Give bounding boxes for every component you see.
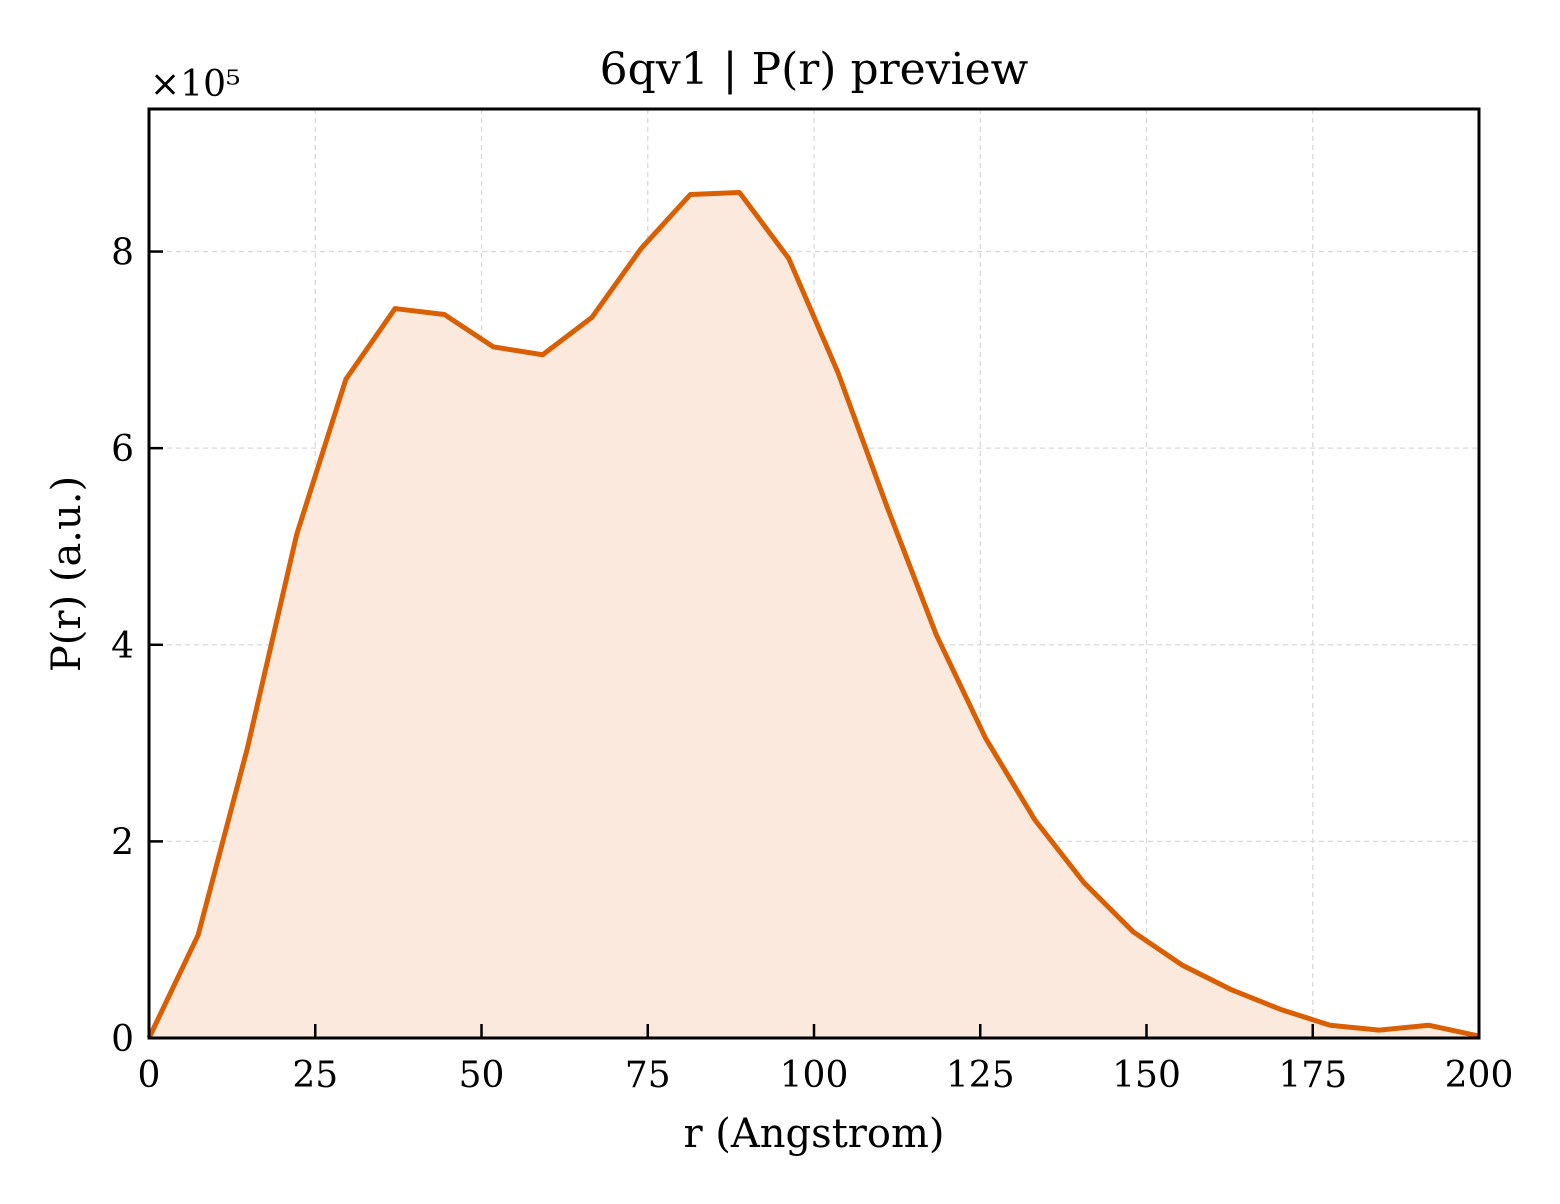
x-tick-label: 50 (459, 1055, 505, 1096)
y-tick-label: 0 (111, 1019, 134, 1060)
x-tick-label: 175 (1278, 1055, 1347, 1096)
y-scale-multiplier: ×10⁵ (150, 64, 240, 105)
y-axis-label: P(r) (a.u.) (44, 476, 90, 672)
x-tick-label: 0 (138, 1055, 161, 1096)
x-tick-label: 100 (780, 1055, 849, 1096)
y-tick-label: 6 (111, 429, 134, 470)
y-tick-label: 4 (111, 626, 134, 667)
y-tick-label: 2 (111, 822, 134, 863)
x-tick-label: 75 (625, 1055, 671, 1096)
x-tick-label: 125 (946, 1055, 1015, 1096)
chart-title: 6qv1 | P(r) preview (600, 44, 1029, 95)
x-tick-label: 200 (1445, 1055, 1514, 1096)
x-tick-label: 150 (1112, 1055, 1181, 1096)
y-tick-label: 8 (111, 233, 134, 274)
y-tick-labels: 0 2 4 6 8 (111, 233, 134, 1060)
x-tick-labels: 0 25 50 75 100 125 150 175 200 (138, 1055, 1514, 1096)
x-axis-label: r (Angstrom) (683, 1111, 944, 1157)
x-tick-label: 25 (292, 1055, 338, 1096)
